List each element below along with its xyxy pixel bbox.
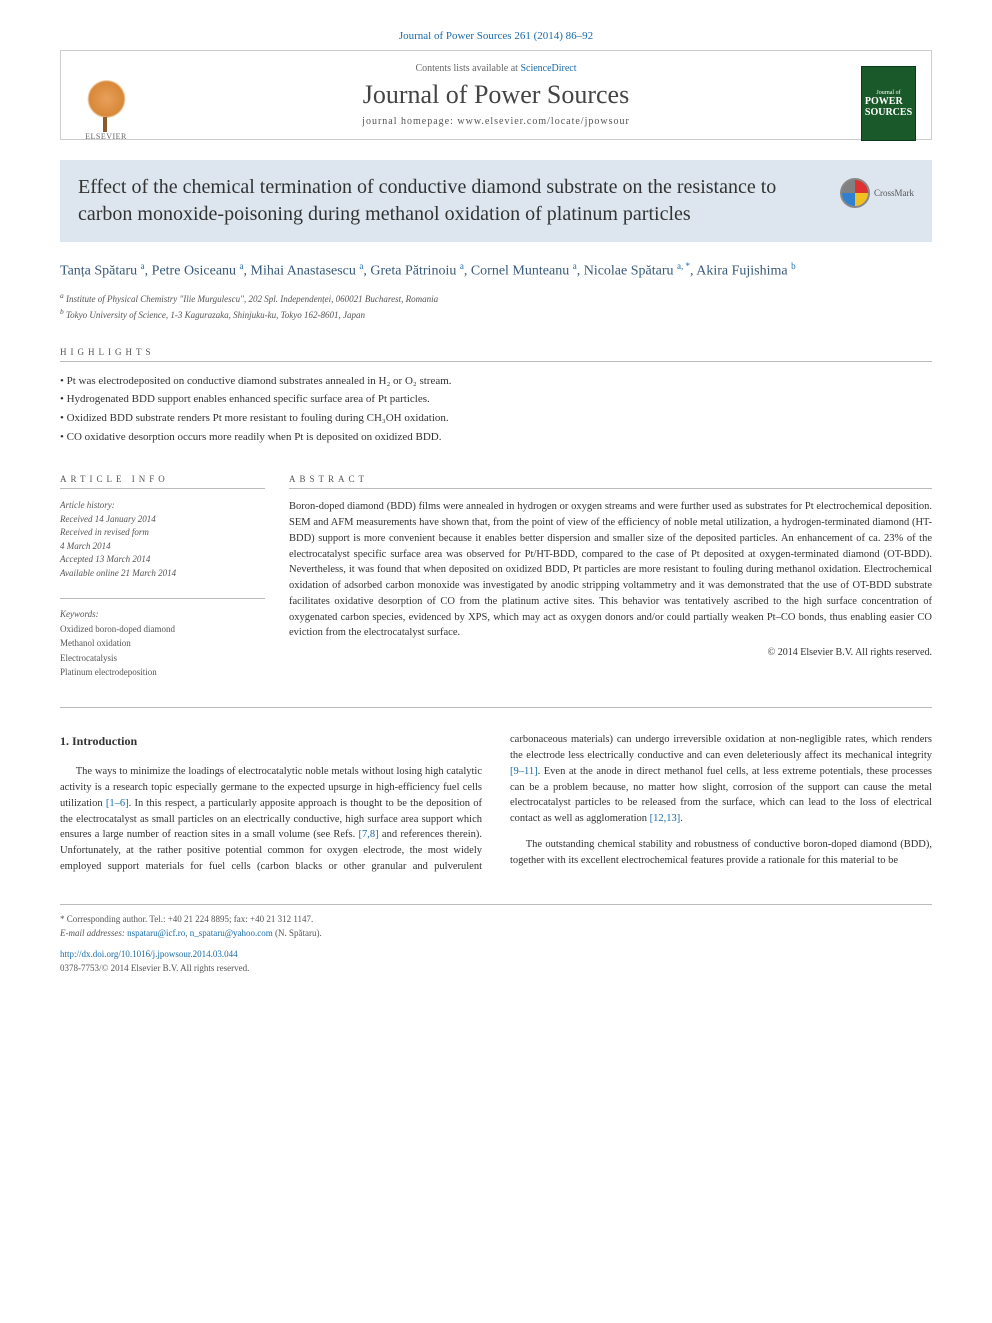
body-text: . (680, 813, 683, 824)
crossmark-label: CrossMark (874, 188, 914, 198)
elsevier-label: ELSEVIER (85, 132, 127, 141)
history-line: Received 14 January 2014 (60, 514, 156, 524)
abstract-column: ABSTRACT Boron-doped diamond (BDD) films… (289, 474, 932, 679)
header-citation: Journal of Power Sources 261 (2014) 86–9… (60, 30, 932, 42)
page-footer: * Corresponding author. Tel.: +40 21 224… (60, 904, 932, 975)
history-line: Received in revised form (60, 527, 149, 537)
abstract-label: ABSTRACT (289, 474, 932, 489)
issn-copyright: 0378-7753/© 2014 Elsevier B.V. All right… (60, 963, 249, 973)
abstract-copyright: © 2014 Elsevier B.V. All rights reserved… (289, 647, 932, 658)
keyword: Platinum electrodeposition (60, 667, 157, 677)
keywords-label: Keywords: (60, 607, 265, 621)
article-info-column: ARTICLE INFO Article history: Received 1… (60, 474, 265, 679)
homepage-prefix: journal homepage: (362, 116, 457, 127)
corr-email-line: E-mail addresses: nspataru@icf.ro, n_spa… (60, 927, 479, 941)
body-two-column: 1. Introduction The ways to minimize the… (60, 732, 932, 876)
correspondence-footnote: * Corresponding author. Tel.: +40 21 224… (60, 913, 479, 975)
ref-link[interactable]: [1–6] (106, 798, 129, 809)
email-tail: (N. Spătaru). (273, 928, 322, 938)
ref-link[interactable]: [9–11] (510, 766, 538, 777)
abstract-text: Boron-doped diamond (BDD) films were ann… (289, 499, 932, 641)
contents-prefix: Contents lists available at (415, 63, 520, 74)
body-text: . Even at the anode in direct methanol f… (510, 766, 932, 824)
intro-para-2: The outstanding chemical stability and r… (510, 837, 932, 869)
highlight-item: CO oxidative desorption occurs more read… (60, 428, 932, 447)
homepage-line: journal homepage: www.elsevier.com/locat… (81, 116, 911, 127)
journal-cover-thumbnail: Journal of POWER SOURCES (861, 66, 916, 141)
doi-link[interactable]: http://dx.doi.org/10.1016/j.jpowsour.201… (60, 949, 238, 959)
highlights-label: HIGHLIGHTS (60, 347, 932, 362)
affiliations: a Institute of Physical Chemistry "Ilie … (60, 290, 932, 323)
article-info-label: ARTICLE INFO (60, 474, 265, 489)
history-line: 4 March 2014 (60, 541, 111, 551)
divider (60, 598, 265, 599)
affiliation-a: a Institute of Physical Chemistry "Ilie … (60, 290, 932, 307)
keyword: Oxidized boron-doped diamond (60, 624, 175, 634)
highlight-item: Oxidized BDD substrate renders Pt more r… (60, 409, 932, 428)
ref-link[interactable]: [7,8] (359, 829, 379, 840)
elsevier-logo: ELSEVIER (76, 71, 136, 141)
article-history: Article history: Received 14 January 201… (60, 499, 265, 580)
email-link[interactable]: nspataru@icf.ro (127, 928, 185, 938)
affiliation-b: b Tokyo University of Science, 1-3 Kagur… (60, 306, 932, 323)
elsevier-tree-icon (79, 77, 134, 132)
journal-header-box: ELSEVIER Journal of POWER SOURCES Conten… (60, 50, 932, 140)
keyword: Electrocatalysis (60, 653, 117, 663)
title-bar: Effect of the chemical termination of co… (60, 160, 932, 242)
journal-name: Journal of Power Sources (81, 80, 911, 110)
contents-available-line: Contents lists available at ScienceDirec… (81, 63, 911, 74)
info-abstract-row: ARTICLE INFO Article history: Received 1… (60, 474, 932, 679)
highlight-item: Hydrogenated BDD support enables enhance… (60, 390, 932, 409)
ref-link[interactable]: [12,13] (650, 813, 681, 824)
email-label: E-mail addresses: (60, 928, 127, 938)
homepage-url: www.elsevier.com/locate/jpowsour (457, 116, 629, 127)
history-line: Accepted 13 March 2014 (60, 554, 150, 564)
sciencedirect-link[interactable]: ScienceDirect (520, 63, 576, 74)
authors-list: Tanța Spătaru a, Petre Osiceanu a, Mihai… (60, 260, 932, 282)
cover-large-text: POWER SOURCES (865, 96, 912, 118)
article-title: Effect of the chemical termination of co… (78, 174, 828, 228)
crossmark-widget[interactable]: CrossMark (840, 178, 914, 208)
history-line: Available online 21 March 2014 (60, 568, 176, 578)
corr-author-line: * Corresponding author. Tel.: +40 21 224… (60, 913, 479, 927)
crossmark-icon (840, 178, 870, 208)
intro-heading: 1. Introduction (60, 732, 482, 750)
highlight-item: Pt was electrodeposited on conductive di… (60, 372, 932, 391)
divider (60, 707, 932, 708)
keyword: Methanol oxidation (60, 638, 131, 648)
history-label: Article history: (60, 500, 115, 510)
highlights-list: Pt was electrodeposited on conductive di… (60, 372, 932, 447)
email-link[interactable]: n_spataru@yahoo.com (190, 928, 273, 938)
keywords-block: Keywords: Oxidized boron-doped diamond M… (60, 607, 265, 679)
